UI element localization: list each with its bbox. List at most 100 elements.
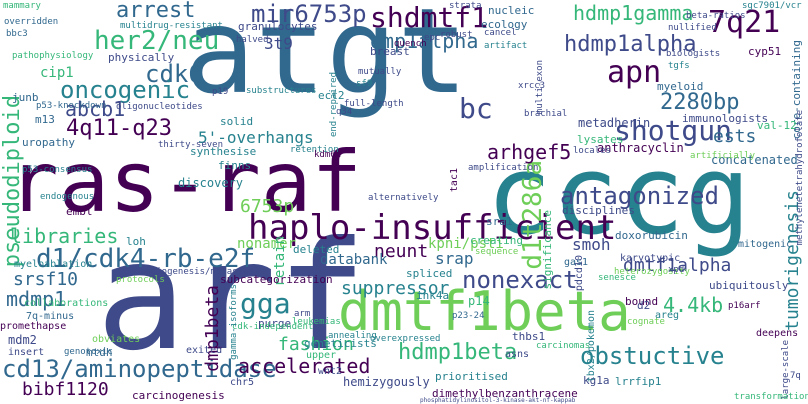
word: mdmp1 bbox=[6, 287, 67, 311]
word: shotgun bbox=[614, 114, 733, 147]
word: arhgef5 bbox=[487, 140, 572, 164]
word: myeloablation bbox=[14, 259, 93, 270]
word: m13 bbox=[35, 113, 55, 126]
word: dmtf1alpha bbox=[623, 255, 732, 276]
word: kpni/psti bbox=[428, 236, 504, 252]
word: ubiquitously bbox=[709, 279, 789, 292]
word: accelerated bbox=[238, 354, 371, 378]
word: oncogenic bbox=[60, 76, 191, 104]
word: retention bbox=[290, 145, 339, 155]
word: epc bbox=[424, 33, 441, 43]
word: suppressor bbox=[341, 278, 450, 299]
word: solid bbox=[220, 115, 254, 128]
word: carcinomas bbox=[536, 341, 591, 351]
word: mtdh bbox=[86, 346, 113, 359]
word: mammary bbox=[3, 1, 41, 11]
word: atgt bbox=[184, 0, 469, 120]
word: insert bbox=[8, 347, 45, 358]
word: 6753p bbox=[240, 196, 295, 217]
word: dmtf1beta bbox=[338, 280, 631, 343]
word: gas1 bbox=[564, 257, 589, 268]
word: sf9 bbox=[356, 79, 373, 89]
word: concatenated bbox=[711, 153, 798, 167]
word: full-length bbox=[344, 99, 404, 109]
word: phosphatidylinositol-3-kinase-akt-nf-kap… bbox=[420, 397, 576, 404]
word: obstuctive bbox=[580, 342, 725, 370]
word: bibf1120 bbox=[22, 379, 109, 400]
word: promethapse bbox=[0, 321, 67, 332]
word: multidrug-resistant bbox=[120, 21, 223, 31]
word: sequence bbox=[475, 247, 519, 257]
word: physically bbox=[108, 51, 175, 64]
word: purge bbox=[258, 317, 292, 330]
word: dmp1beta bbox=[202, 285, 223, 372]
word: creating bbox=[470, 234, 523, 247]
word: mdm2 bbox=[8, 333, 37, 347]
word: upper bbox=[306, 350, 337, 361]
word: quench bbox=[394, 39, 427, 49]
word: ests bbox=[713, 126, 757, 147]
word: prioritised bbox=[435, 370, 508, 383]
word: halved bbox=[236, 35, 269, 45]
word: myeloid bbox=[657, 80, 704, 93]
word: xrcc3 bbox=[518, 81, 546, 91]
word: p14 bbox=[468, 294, 490, 308]
word: uropathy bbox=[22, 136, 75, 149]
word: cdk6 bbox=[145, 60, 203, 88]
word: substructures bbox=[246, 86, 317, 96]
word: junb bbox=[12, 91, 39, 104]
word: 7q bbox=[790, 371, 801, 381]
word: wnt2 bbox=[318, 366, 343, 377]
word: disciplines bbox=[562, 204, 635, 217]
word: ect2 bbox=[318, 89, 345, 102]
word: p53-knockdown bbox=[36, 101, 107, 111]
word: cyp51 bbox=[748, 45, 782, 58]
word: loh bbox=[126, 235, 146, 248]
word: oligonucleotides bbox=[116, 102, 203, 112]
word: dimethylbenzanthracene bbox=[432, 387, 578, 400]
word: amplification bbox=[468, 163, 539, 173]
word: d1/cdk4-rb-e2f bbox=[36, 244, 256, 274]
word: hdmp1gamma bbox=[573, 1, 694, 25]
word: overridden bbox=[4, 17, 59, 27]
word: cancel bbox=[484, 28, 517, 38]
word: 7q21 bbox=[708, 5, 781, 40]
word: p53-consensus bbox=[22, 165, 93, 175]
word: haplo-insufficient bbox=[248, 208, 617, 248]
word: large-scale bbox=[781, 340, 791, 400]
word: finns bbox=[218, 159, 252, 172]
word: databank bbox=[320, 252, 388, 268]
word: cognate bbox=[627, 317, 665, 327]
word: kdm6a bbox=[314, 150, 342, 160]
word: kg1a bbox=[583, 374, 610, 387]
word: antagonized bbox=[560, 182, 719, 210]
word: fashion bbox=[278, 334, 354, 355]
word: tac1 bbox=[449, 168, 460, 193]
word: sra1 bbox=[486, 215, 513, 228]
word: srsf10 bbox=[13, 269, 79, 290]
word: senesce bbox=[598, 273, 636, 283]
word: artificially bbox=[690, 151, 756, 161]
word: synthesise bbox=[190, 145, 257, 158]
word: areg bbox=[655, 310, 680, 321]
word: pathophysiology bbox=[12, 51, 94, 61]
word: apn bbox=[607, 55, 662, 90]
word: hdmp1alpha bbox=[564, 32, 697, 57]
word: mutually bbox=[358, 67, 402, 77]
word: lrrfip1 bbox=[615, 375, 662, 388]
word: doxorubicin bbox=[615, 229, 688, 242]
word: hemizygously bbox=[343, 375, 430, 389]
word: 5'-overhangs bbox=[198, 128, 314, 147]
word: alternatively bbox=[368, 193, 439, 203]
word: annealing bbox=[328, 331, 377, 341]
word: cccg bbox=[486, 131, 751, 259]
word: obviates bbox=[92, 334, 141, 345]
word: end-repaired bbox=[329, 72, 339, 138]
word: mitogenic bbox=[738, 239, 793, 250]
word: breast bbox=[370, 45, 410, 58]
word: carcinogenesis bbox=[132, 389, 225, 402]
word: abcb1 bbox=[65, 97, 126, 121]
word: ecology bbox=[481, 18, 528, 31]
word: brachial bbox=[524, 109, 568, 119]
